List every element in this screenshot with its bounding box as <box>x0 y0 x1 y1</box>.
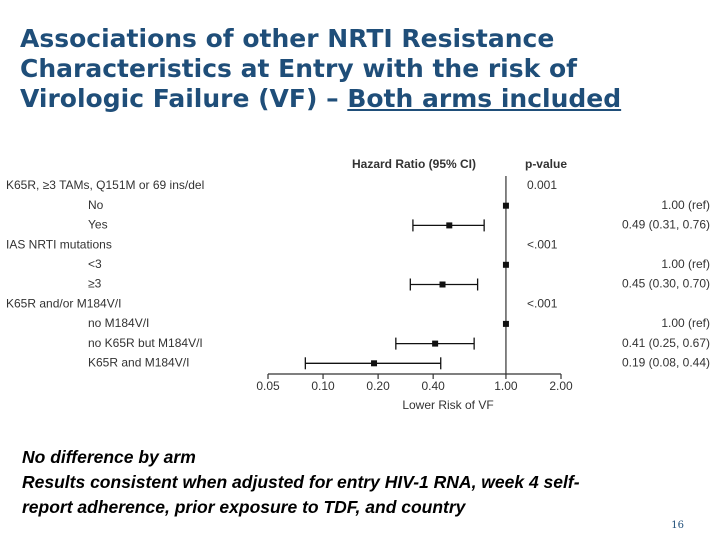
title-underlined-text: Both arms included <box>347 84 622 113</box>
x-tick-label: 2.00 <box>549 379 573 393</box>
page-number: 16 <box>671 520 684 531</box>
x-tick-label: 0.05 <box>256 379 280 393</box>
note-line-1: No difference by arm <box>22 447 196 467</box>
pvalue-label: <.001 <box>527 296 558 310</box>
pvalue-label: 0.001 <box>527 178 557 192</box>
estimate-label: 1.00 (ref) <box>661 257 710 271</box>
row-label-subgroup: <3 <box>88 257 102 271</box>
estimate-label: 1.00 (ref) <box>661 316 710 330</box>
estimate-label: 0.45 (0.30, 0.70) <box>622 277 710 291</box>
slide-title: Associations of other NRTI Resistance Ch… <box>20 24 710 114</box>
note-line-2: Results consistent when adjusted for ent… <box>22 472 580 492</box>
hr-point-marker <box>502 261 509 268</box>
pvalue-column-header: p-value <box>525 157 567 171</box>
hr-column-header: Hazard Ratio (95% CI) <box>352 157 476 171</box>
title-line-1: Associations of other NRTI Resistance <box>20 24 555 53</box>
hr-point-marker <box>432 340 439 347</box>
hr-point-marker <box>439 281 446 288</box>
row-label-subgroup: ≥3 <box>88 277 102 291</box>
x-axis-label: Lower Risk of VF <box>402 398 493 412</box>
forest-plot: Hazard Ratio (95% CI) p-value K65R, ≥3 TAM… <box>6 157 710 412</box>
row-label-group: IAS NRTI mutations <box>6 237 112 251</box>
hr-point-marker <box>371 360 378 367</box>
x-tick-label: 0.20 <box>366 379 390 393</box>
x-tick-label: 1.00 <box>494 379 518 393</box>
estimate-label: 1.00 (ref) <box>661 198 710 212</box>
notes: No difference by arm Results consistent … <box>22 445 702 520</box>
title-line-2: Characteristics at Entry with the risk o… <box>20 54 578 83</box>
row-label-group: K65R and/or M184V/I <box>6 296 121 310</box>
row-label-subgroup: Yes <box>88 218 108 232</box>
row-label-group: K65R, ≥3 TAMs, Q151M or 69 ins/del <box>6 178 204 192</box>
row-label-subgroup: no K65R but M184V/I <box>88 336 203 350</box>
hr-point-marker <box>502 320 509 327</box>
pvalue-label: <.001 <box>527 237 558 251</box>
title-line-3: Virologic Failure (VF) – Both arms inclu… <box>20 84 710 114</box>
row-label-subgroup: no M184V/I <box>88 316 149 330</box>
row-label-subgroup: K65R and M184V/I <box>88 355 189 369</box>
estimate-label: 0.19 (0.08, 0.44) <box>622 355 710 369</box>
hr-point-marker <box>502 202 509 209</box>
x-tick-label: 0.40 <box>421 379 445 393</box>
note-line-3: report adherence, prior exposure to TDF,… <box>22 497 466 517</box>
hr-point-marker <box>446 222 453 229</box>
estimate-label: 0.41 (0.25, 0.67) <box>622 336 710 350</box>
title-line-3-prefix: Virologic Failure (VF) – <box>20 84 348 113</box>
x-tick-label: 0.10 <box>311 379 335 393</box>
row-label-subgroup: No <box>88 198 104 212</box>
estimate-label: 0.49 (0.31, 0.76) <box>622 218 710 232</box>
